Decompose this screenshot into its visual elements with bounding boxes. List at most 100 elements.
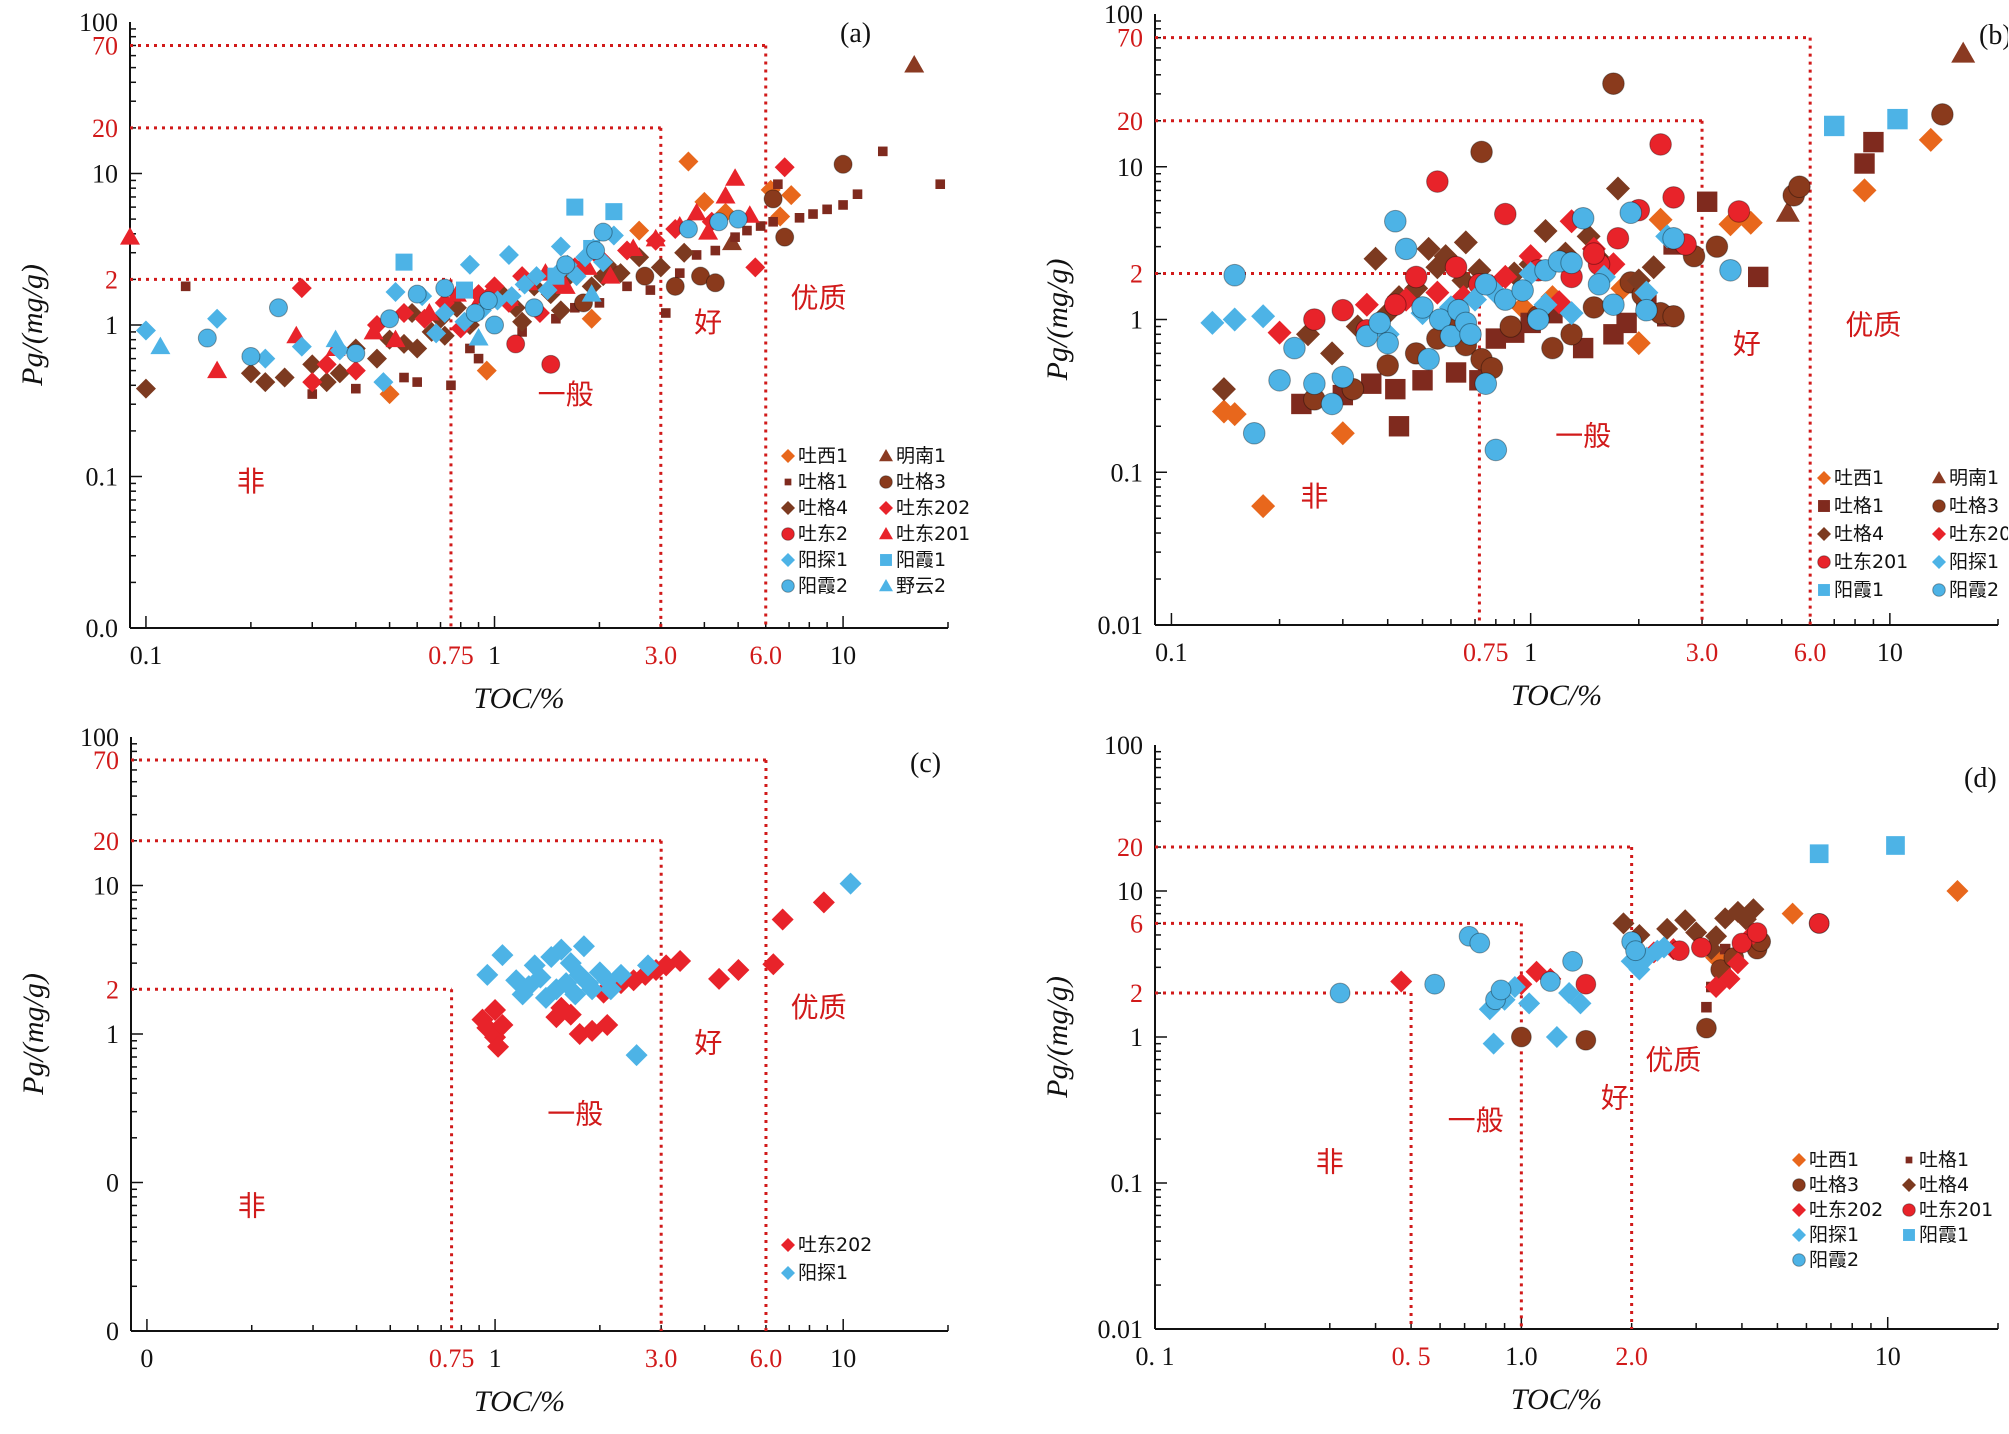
data-point — [316, 372, 337, 393]
legend-marker — [1932, 471, 1946, 484]
data-point — [808, 209, 818, 219]
data-point — [506, 334, 526, 354]
legend: 吐西1 明南1 吐格1 吐格3 吐格4 吐东202 吐东2 吐东201 阳探1 阳霞1 阳霞2 野云2 — [781, 445, 970, 597]
data-point — [1612, 912, 1635, 935]
data-point — [255, 372, 276, 393]
data-point — [1354, 292, 1379, 317]
legend-label: 吐东2 — [798, 523, 848, 545]
data-point — [1775, 200, 1800, 222]
legend-label: 野云2 — [896, 575, 946, 597]
data-point — [839, 872, 862, 895]
data-point — [291, 278, 312, 299]
data-point — [345, 360, 366, 381]
legend-label: 吐东201 — [896, 523, 970, 545]
data-point — [1211, 399, 1236, 424]
data-point — [529, 966, 552, 989]
data-point — [669, 950, 692, 973]
data-point — [1384, 293, 1407, 316]
data-point — [577, 257, 598, 275]
zone-label: 一般 — [1555, 419, 1611, 452]
x-axis-title: TOC/% — [473, 682, 564, 715]
data-point — [197, 328, 217, 348]
data-point — [1727, 200, 1751, 223]
zone-label: 非 — [1300, 480, 1328, 513]
data-point — [241, 346, 261, 366]
data-point — [1376, 354, 1400, 377]
data-point — [1746, 922, 1768, 943]
data-point — [1781, 902, 1804, 925]
data-point — [635, 266, 655, 286]
legend-marker — [1902, 1203, 1916, 1217]
zone-label: 好 — [694, 306, 722, 339]
zone-label: 一般 — [538, 378, 594, 411]
data-point — [1625, 940, 1646, 962]
x-tick-label: 6.0 — [1794, 638, 1827, 667]
data-point — [1662, 304, 1685, 328]
data-point — [1211, 377, 1236, 402]
data-point — [1852, 178, 1877, 203]
data-point — [1541, 336, 1564, 360]
data-point — [484, 999, 507, 1022]
data-point — [302, 354, 323, 375]
minor-ticks — [130, 743, 949, 1332]
legend-label: 吐格3 — [896, 471, 946, 493]
series-阳霞1 — [1824, 108, 1908, 137]
zone-label: 好 — [1733, 327, 1761, 360]
series-吐东201 — [120, 168, 760, 379]
data-point — [1668, 940, 1690, 962]
data-point — [1742, 898, 1765, 921]
legend-label: 吐格1 — [798, 471, 848, 493]
data-point — [541, 354, 561, 374]
data-point — [135, 320, 156, 341]
legend-label: 阳探1 — [798, 1262, 848, 1284]
data-point — [412, 377, 422, 387]
legend-label: 吐格3 — [1949, 495, 1999, 517]
data-point — [1652, 936, 1675, 959]
grade-boundaries — [1155, 36, 1812, 625]
legend-marker — [1792, 1253, 1806, 1267]
data-point — [1416, 236, 1441, 261]
legend-label: 阳探1 — [798, 549, 848, 571]
data-points — [471, 872, 862, 1067]
data-point — [634, 963, 657, 986]
series-吐东201 — [1575, 912, 1830, 995]
data-point — [852, 189, 863, 200]
y-tick-label: 0.01 — [1098, 611, 1144, 640]
data-point — [1560, 251, 1583, 275]
legend-marker — [781, 579, 795, 593]
data-point — [655, 954, 678, 977]
zone-labels: 非 一般 好 优质 — [237, 282, 847, 498]
zone-labels: 非 一般 好 优质 — [238, 991, 847, 1222]
y-tick-label: 0.1 — [1111, 1169, 1144, 1198]
data-point — [1303, 372, 1326, 395]
data-point — [366, 348, 387, 369]
legend: 吐东202 阳探1 — [781, 1234, 872, 1284]
legend-label: 明南1 — [1949, 467, 1999, 489]
series-阳霞2 — [1223, 201, 1742, 462]
legend-marker — [879, 449, 893, 462]
x-tick-label: 6.0 — [749, 641, 782, 670]
y-tick-label: 100 — [1104, 731, 1143, 760]
y-tick-label: 20 — [1117, 833, 1143, 862]
chart-panel-c: 0 0.75 1 3.0 6.0 10 100 70 20 10 2 1 0 0 TOC/% Pg/(mg/g… — [0, 717, 1004, 1434]
legend-label: 阳霞2 — [798, 575, 848, 597]
data-point — [180, 281, 191, 292]
data-point — [581, 308, 602, 329]
data-point — [465, 303, 485, 323]
legend: 吐西1 明南1 吐格1 吐格3 吐格4 吐东202 吐东201 阳探1 阳霞1 阳霞2 — [1817, 467, 2008, 601]
data-point — [1738, 210, 1763, 235]
scatter-plot-c: 0 0.75 1 3.0 6.0 101007020102100TOC/%Pg/(mg/g… — [17, 723, 949, 1418]
data-point — [1824, 115, 1845, 137]
data-point — [1331, 365, 1355, 389]
data-point — [812, 891, 835, 914]
data-point — [407, 338, 428, 359]
data-point — [622, 281, 632, 292]
data-point — [1575, 973, 1597, 995]
data-point — [877, 146, 888, 157]
zone-label: 非 — [237, 465, 265, 498]
legend-marker — [879, 579, 893, 592]
data-point — [1619, 201, 1643, 225]
data-point — [1368, 311, 1392, 335]
legend-marker — [1818, 584, 1830, 596]
